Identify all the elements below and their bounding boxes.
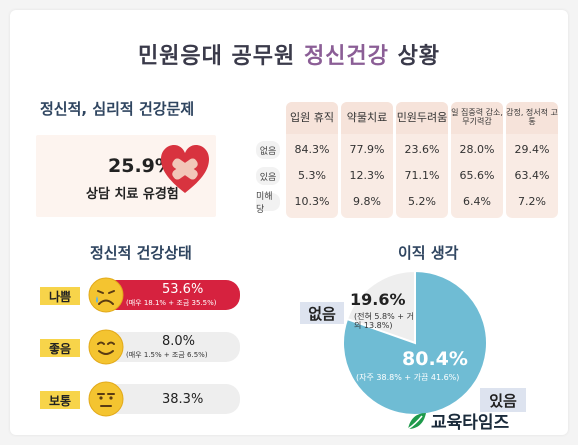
- pie-detail-no: (전혀 5.8% + 거의 13.8%): [354, 312, 414, 331]
- pie-label-no: 없음: [300, 302, 344, 324]
- counseling-label: 상담 치료 유경험: [86, 187, 179, 202]
- table-row-label: 없음: [256, 141, 280, 159]
- table-row-label: 미해당: [256, 192, 280, 215]
- table-cell: 65.6%: [459, 169, 495, 182]
- pie-percent-no: 19.6%: [350, 290, 406, 309]
- page-title: 민원응대 공무원 정신건강 상황: [137, 44, 441, 69]
- table-header: 입원 휴직: [286, 102, 338, 134]
- logo-text: 교육타임즈: [431, 413, 510, 433]
- table-cell: 71.1%: [404, 169, 440, 182]
- section-title-health-problem: 정신적, 심리적 건강문제: [40, 100, 195, 118]
- state-percent: 8.0%: [162, 334, 196, 349]
- section-title-turnover: 이직 생각: [398, 244, 459, 262]
- heart-bandage-icon: [161, 145, 209, 193]
- table-cell: 10.3%: [294, 195, 330, 208]
- infographic-card: 민원응대 공무원 정신건강 상황 정신적, 심리적 건강문제 25.9% 상담 …: [10, 10, 568, 435]
- table-cell: 5.3%: [298, 169, 326, 182]
- table-cell: 77.9%: [349, 143, 385, 156]
- table-cell: 6.4%: [463, 195, 491, 208]
- pie-label-yes: 있음: [480, 388, 526, 412]
- pie-slice-yes: [342, 269, 488, 416]
- counseling-percent: 25.9%: [108, 155, 174, 177]
- table-cell: 12.3%: [349, 169, 385, 182]
- sad-face-icon: [88, 277, 124, 313]
- table-cell: 23.6%: [404, 143, 440, 156]
- neutral-face-icon: [88, 381, 124, 417]
- table-cell: 29.4%: [514, 143, 550, 156]
- counseling-box: 25.9% 상담 치료 유경험: [36, 135, 216, 217]
- state-percent: 38.3%: [162, 392, 204, 407]
- pie-percent-yes: 80.4%: [402, 348, 468, 370]
- turnover-pie-chart: [342, 269, 488, 416]
- state-bar-track: [102, 332, 240, 362]
- table-header: 약물치료: [341, 102, 393, 134]
- table-row-label: 있음: [256, 167, 280, 185]
- state-tag: 나쁨: [40, 287, 80, 305]
- state-percent: 53.6%: [162, 282, 204, 297]
- logo: 교육타임즈: [406, 408, 509, 433]
- table-header: 민원두려움: [396, 102, 448, 134]
- pie-detail-yes: (자주 38.8% + 가끔 41.6%): [356, 373, 460, 382]
- table-cell: 28.0%: [459, 143, 495, 156]
- table-cell: 63.4%: [514, 169, 550, 182]
- state-detail: (매우 1.5% + 조금 6.5%): [126, 351, 208, 359]
- state-bar-track: [102, 384, 240, 414]
- table-cell: 7.2%: [518, 195, 546, 208]
- table-cell: 5.2%: [408, 195, 436, 208]
- state-tag: 보통: [40, 391, 80, 409]
- leaf-logo-icon: [407, 412, 426, 430]
- smile-face-icon: [88, 329, 124, 365]
- state-detail: (매우 18.1% + 조금 35.5%): [126, 299, 217, 307]
- section-title-mental-state: 정신적 건강상태: [90, 244, 192, 262]
- state-tag: 좋음: [40, 339, 80, 357]
- state-bar-fill: [102, 280, 240, 310]
- mental-state-bars: 나쁨 53.6% (매우 18.1% + 조금 35.5%) 좋음 8.0% (매우 1.…: [36, 270, 246, 430]
- table-header: 일 집중력 감소, 무기력감: [451, 102, 503, 134]
- table-cell: 9.8%: [353, 195, 381, 208]
- table-header: 감정, 정서적 고통: [506, 102, 558, 134]
- table-cell: 84.3%: [294, 143, 330, 156]
